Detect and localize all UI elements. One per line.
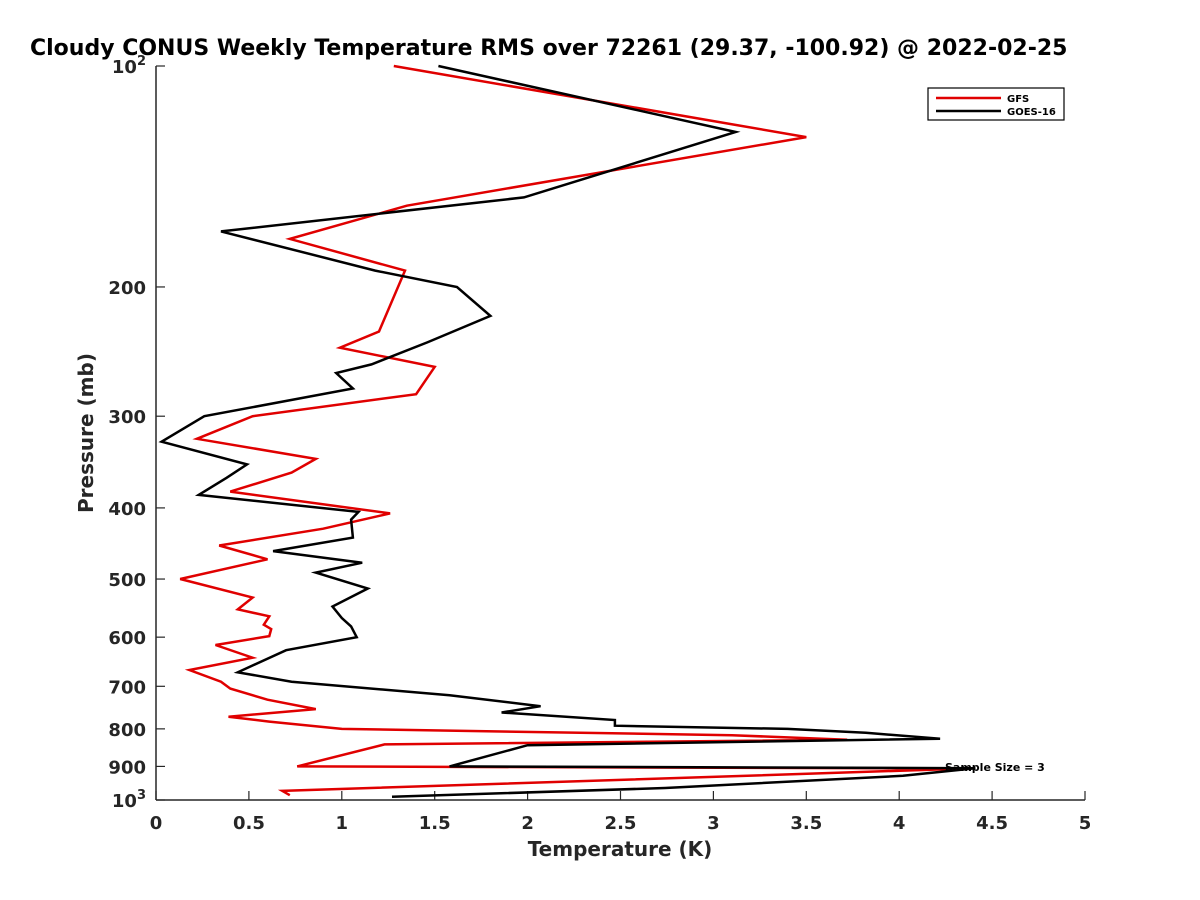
y-tick-label-base: 600	[108, 628, 146, 649]
x-tick-label: 3.5	[790, 813, 822, 834]
x-tick-label: 2	[521, 813, 534, 834]
y-tick-label: 400	[108, 499, 146, 520]
y-tick-label: 900	[108, 757, 146, 778]
y-tick-label-base: 500	[108, 570, 146, 591]
y-tick-label-exponent: 3	[137, 788, 146, 803]
y-tick-label-base: 200	[108, 278, 146, 299]
y-tick-label: 200	[108, 278, 146, 299]
series-line-goes-16	[158, 64, 976, 799]
x-tick-label: 5	[1079, 813, 1092, 834]
legend: GFS GOES-16	[927, 87, 1065, 121]
x-axis-label: Temperature (K)	[528, 837, 713, 861]
x-tick-label: 0.5	[233, 813, 265, 834]
series-line-gfs	[179, 64, 968, 797]
legend-entry: GOES-16	[1007, 107, 1056, 118]
y-tick-label: 700	[108, 677, 146, 698]
x-tick-label: 4	[893, 813, 906, 834]
y-tick-label: 600	[108, 628, 146, 649]
plot-area: 0 0.5 1 1.5 2 2.5 3 3.5 4 4.5 51022003004005006007…	[108, 54, 1091, 834]
y-tick-label-base: 10	[112, 791, 137, 812]
x-tick-label: 1.5	[419, 813, 451, 834]
y-tick-label-base: 700	[108, 677, 146, 698]
legend-entry: GFS	[1007, 94, 1029, 105]
x-tick-label: 4.5	[976, 813, 1008, 834]
y-tick-label-base: 800	[108, 720, 146, 741]
y-tick-label-base: 400	[108, 499, 146, 520]
y-tick-label: 102	[112, 54, 146, 78]
y-tick-label-base: 300	[108, 407, 146, 428]
legend-box	[927, 87, 1065, 121]
x-tick-label: 2.5	[605, 813, 637, 834]
y-tick-label: 800	[108, 720, 146, 741]
y-tick-label-exponent: 2	[137, 54, 146, 69]
x-tick-label: 3	[707, 813, 720, 834]
y-axis-label: Pressure (mb)	[74, 353, 98, 513]
sample-size-annotation: Sample Size = 3	[945, 761, 1045, 774]
y-tick-label: 103	[112, 788, 146, 812]
chart-title: Cloudy CONUS Weekly Temperature RMS over…	[30, 36, 1067, 61]
x-tick-label: 1	[336, 813, 349, 834]
y-tick-label-base: 900	[108, 757, 146, 778]
x-tick-label: 0	[150, 813, 163, 834]
y-tick-label: 500	[108, 570, 146, 591]
y-tick-label: 300	[108, 407, 146, 428]
y-tick-label-base: 10	[112, 57, 137, 78]
